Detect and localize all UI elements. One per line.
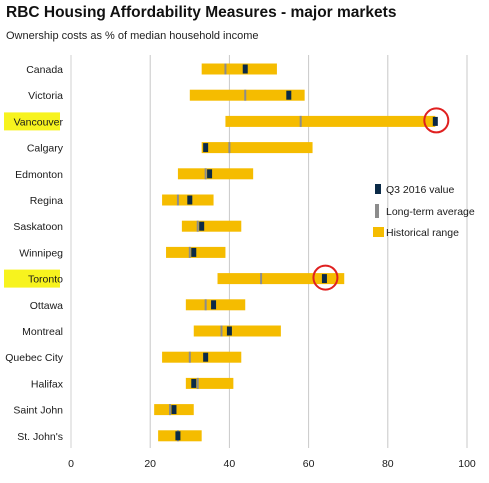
- q3-value-edmonton: [207, 169, 213, 179]
- category-label-canada: Canada: [26, 64, 63, 76]
- long-term-average-vancouver: [299, 115, 302, 127]
- category-label-edmonton: Edmonton: [15, 169, 63, 181]
- annotation-circle-toronto: [312, 264, 339, 291]
- q3-value-st-john-s: [175, 431, 181, 441]
- q3-value-halifax: [191, 378, 197, 388]
- range-bar-canada: [201, 63, 277, 75]
- chart-title: RBC Housing Affordability Measures - maj…: [6, 4, 397, 21]
- q3-value-quebec-city: [203, 352, 209, 362]
- x-tick-label-5: 100: [458, 458, 476, 470]
- category-label-calgary: Calgary: [27, 143, 64, 155]
- legend-q3-label: Q3 2016 value: [386, 184, 454, 196]
- long-term-average-canada: [224, 63, 227, 75]
- q3-value-toronto: [321, 274, 327, 284]
- long-term-average-calgary: [228, 142, 231, 154]
- x-tick-label-3: 60: [303, 458, 315, 470]
- highlight-toronto: [4, 269, 60, 288]
- x-axis-ticks: 0 20 40 60 80 100: [68, 458, 476, 470]
- q3-value-saint-john: [171, 405, 177, 415]
- long-term-average-winnipeg: [188, 246, 191, 258]
- annotation-circles: [312, 107, 450, 291]
- long-term-average-victoria: [244, 89, 247, 101]
- category-label-montreal: Montreal: [22, 326, 63, 338]
- legend: Q3 2016 value Long-term average Historic…: [373, 184, 475, 239]
- range-bar-saskatoon: [181, 220, 242, 232]
- legend-range-label: Historical range: [386, 227, 459, 239]
- label-highlights: [4, 112, 60, 288]
- category-label-ottawa: Ottawa: [30, 300, 63, 312]
- range-bar-vancouver: [225, 115, 436, 127]
- long-term-average-montreal: [220, 325, 223, 337]
- highlight-vancouver: [4, 112, 60, 131]
- category-label-winnipeg: Winnipeg: [19, 247, 63, 259]
- q3-value-canada: [242, 64, 248, 74]
- category-label-st-john-s: St. John's: [17, 431, 63, 443]
- long-term-average-ottawa: [204, 299, 207, 311]
- category-label-quebec-city: Quebec City: [5, 352, 64, 364]
- q3-value-montreal: [226, 326, 232, 336]
- gridlines: [70, 55, 468, 448]
- chart-subtitle: Ownership costs as % of median household…: [6, 30, 259, 42]
- category-label-halifax: Halifax: [31, 378, 64, 390]
- legend-range-swatch: [373, 227, 384, 237]
- category-label-toronto: Toronto: [28, 274, 63, 286]
- q3-value-saskatoon: [199, 221, 205, 231]
- x-tick-label-1: 20: [144, 458, 156, 470]
- range-bar-edmonton: [177, 168, 254, 180]
- q3-value-vancouver: [432, 116, 438, 126]
- x-tick-label-2: 40: [224, 458, 236, 470]
- legend-lta-swatch: [375, 204, 379, 218]
- long-term-average-saint-john: [169, 404, 171, 416]
- category-label-victoria: Victoria: [28, 90, 63, 102]
- q3-value-winnipeg: [191, 247, 197, 257]
- range-bar-montreal: [193, 325, 281, 337]
- range-bars: [154, 63, 438, 442]
- long-term-average-edmonton: [204, 168, 207, 180]
- long-term-average-toronto: [260, 273, 263, 285]
- x-tick-label-0: 0: [68, 458, 74, 470]
- q3-value-calgary: [203, 143, 209, 153]
- long-term-average-quebec-city: [188, 351, 191, 363]
- legend-q3-swatch: [375, 184, 381, 194]
- annotation-circle-vancouver: [423, 107, 450, 134]
- category-label-saint-john: Saint John: [13, 405, 63, 417]
- range-bar-victoria: [189, 89, 305, 101]
- long-term-average-halifax: [196, 377, 199, 389]
- q3-value-regina: [187, 195, 193, 205]
- range-bar-toronto: [217, 273, 345, 285]
- range-bar-calgary: [201, 142, 313, 154]
- q3-value-victoria: [286, 90, 292, 100]
- long-term-average-saskatoon: [196, 220, 199, 232]
- category-label-regina: Regina: [30, 195, 63, 207]
- x-tick-label-4: 80: [382, 458, 394, 470]
- legend-lta-label: Long-term average: [386, 206, 475, 218]
- range-bar-quebec-city: [162, 351, 242, 363]
- category-labels: Canada Victoria Vancouver Calgary Edmonton Re…: [5, 64, 64, 443]
- category-label-vancouver: Vancouver: [14, 116, 64, 128]
- long-term-average-regina: [176, 194, 179, 206]
- q3-value-ottawa: [211, 300, 217, 310]
- category-label-saskatoon: Saskatoon: [13, 221, 63, 233]
- range-bar-halifax: [185, 377, 234, 389]
